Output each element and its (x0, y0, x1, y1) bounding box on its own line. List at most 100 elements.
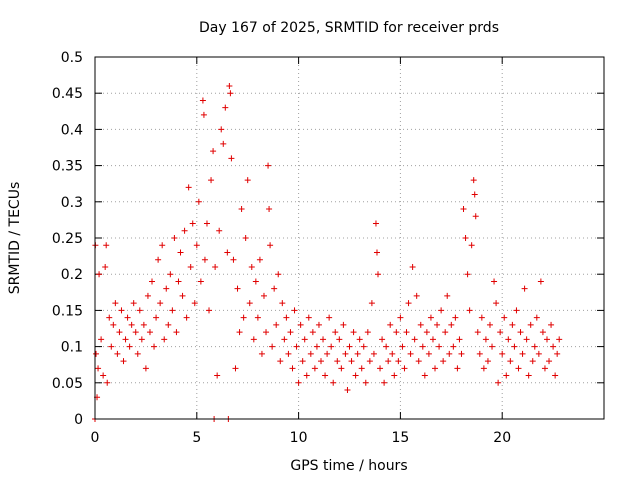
y-tick-label: 0.05 (52, 376, 83, 392)
data-point (480, 365, 487, 372)
data-point (489, 343, 496, 350)
data-point (114, 350, 121, 357)
data-point (446, 350, 453, 357)
data-point (271, 285, 278, 292)
data-point (240, 314, 247, 321)
data-point (395, 358, 402, 365)
data-point (102, 263, 109, 270)
data-point (493, 300, 500, 307)
data-point (346, 343, 353, 350)
data-point (454, 365, 461, 372)
data-point (462, 235, 469, 241)
data-point (100, 372, 107, 379)
data-point (155, 256, 162, 263)
y-tick-label: 0.1 (61, 340, 83, 356)
data-point (134, 350, 141, 357)
data-point (181, 227, 188, 234)
gridlines (95, 57, 604, 419)
data-point (315, 321, 322, 328)
data-point (523, 336, 530, 343)
data-point (246, 300, 253, 307)
data-point (527, 321, 534, 328)
data-point (373, 249, 380, 256)
data-point (244, 177, 251, 184)
tick-labels: 0 0.05 0.1 0.15 0.2 0.25 0.3 0.35 0.4 0.45 0.5 0 5 10… (52, 50, 511, 446)
data-point (368, 300, 375, 307)
data-point (348, 358, 355, 365)
y-tick-label: 0.4 (61, 122, 83, 138)
data-point (128, 321, 135, 328)
data-point (317, 358, 324, 365)
data-point (305, 314, 312, 321)
data-point (385, 358, 392, 365)
data-point (354, 350, 361, 357)
data-point (427, 314, 434, 321)
data-point (124, 314, 131, 321)
data-point (415, 358, 422, 365)
data-point (220, 140, 227, 147)
data-point (372, 220, 379, 227)
data-point (287, 329, 294, 336)
data-point (234, 285, 241, 292)
data-point (511, 343, 518, 350)
data-point (136, 307, 143, 314)
data-point (432, 365, 439, 372)
data-point (336, 336, 343, 343)
data-point (539, 329, 546, 336)
data-point (299, 358, 306, 365)
data-point (212, 263, 219, 270)
data-point (144, 292, 151, 299)
data-point (252, 278, 259, 285)
data-point (472, 213, 479, 220)
plot-frame (94, 56, 605, 420)
data-point (499, 350, 506, 357)
data-point (364, 329, 371, 336)
data-point (281, 336, 288, 343)
data-point (411, 336, 418, 343)
data-point (258, 350, 265, 357)
data-point (293, 343, 300, 350)
data-point (311, 365, 318, 372)
data-point (517, 329, 524, 336)
data-point (266, 206, 273, 213)
data-point (171, 235, 178, 241)
data-points (92, 82, 563, 422)
data-point (468, 242, 475, 249)
data-point (222, 104, 229, 111)
x-tick-label: 10 (290, 430, 308, 446)
data-point (218, 126, 225, 133)
data-point (460, 206, 467, 213)
data-point (193, 242, 200, 249)
data-point (177, 249, 184, 256)
data-point (214, 372, 221, 379)
data-point (110, 321, 117, 328)
data-point (391, 372, 398, 379)
data-point (301, 336, 308, 343)
y-axis-label: SRMTID / TECUs (7, 182, 23, 295)
data-point (167, 271, 174, 278)
data-point (421, 372, 428, 379)
data-point (140, 321, 147, 328)
data-point (501, 314, 508, 321)
data-point (227, 90, 234, 97)
data-point (519, 350, 526, 357)
data-point (203, 220, 210, 227)
data-point (503, 372, 510, 379)
data-point (116, 329, 123, 336)
data-point (438, 307, 445, 314)
data-point (206, 307, 213, 314)
data-point (340, 321, 347, 328)
data-point (275, 271, 282, 278)
data-point (486, 321, 493, 328)
data-point (379, 336, 386, 343)
data-point (248, 263, 255, 270)
data-point (515, 365, 522, 372)
data-point (285, 350, 292, 357)
data-point (309, 329, 316, 336)
chart-title: Day 167 of 2025, SRMTID for receiver prd… (199, 20, 499, 36)
data-point (491, 278, 498, 285)
data-point (407, 350, 414, 357)
data-point (165, 321, 172, 328)
data-point (146, 329, 153, 336)
